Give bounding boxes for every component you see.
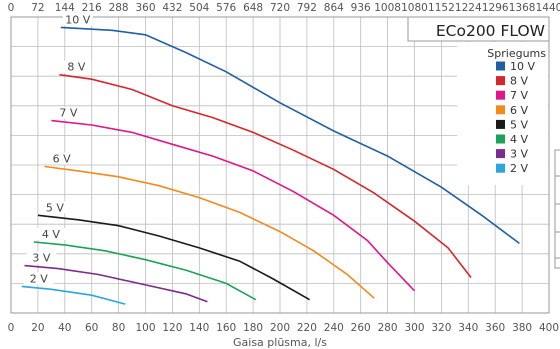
x-top-tick-label: 216 — [82, 2, 102, 14]
x-tick-label: 400 — [539, 322, 559, 334]
series-line-7v — [51, 119, 416, 292]
legend-swatch — [496, 149, 505, 159]
x-top-tick-label: 936 — [351, 2, 371, 14]
series-label: 8 V — [67, 61, 85, 74]
series-label: 10 V — [65, 13, 90, 26]
legend-entry-label: 2 V — [510, 162, 528, 175]
series-line-2v — [21, 285, 126, 305]
x-top-tick-label: 1440 — [536, 2, 560, 14]
legend-title: Spriegums — [487, 47, 546, 60]
legend-swatch — [496, 76, 505, 86]
x-top-tick-label: 1368 — [509, 2, 536, 14]
x-top-tick-label: 720 — [270, 2, 290, 14]
series-label-background — [53, 106, 84, 119]
series-label-background — [23, 272, 54, 285]
x-tick-label: 80 — [112, 322, 125, 334]
x-top-tick-label: 72 — [31, 2, 44, 14]
x-top-tick-label: 1296 — [482, 2, 509, 14]
x-tick-label: 120 — [162, 322, 182, 334]
x-top-tick-label: 1224 — [455, 2, 482, 14]
series-line-10v — [60, 26, 520, 245]
legend-swatch — [496, 61, 505, 71]
legend: Spriegums 10 V 8 V7 V 6 V5 V 4 V 3 V2 V — [457, 42, 548, 185]
series-line-3v — [24, 264, 208, 303]
series-line-4v — [33, 241, 257, 301]
x-tick-label: 220 — [297, 322, 317, 334]
x-tick-label: 300 — [404, 322, 424, 334]
legend-swatch — [496, 163, 505, 173]
x-top-tick-label: 1080 — [401, 2, 428, 14]
series-labels: 10 V 8 V 7 V 6 V 5 V 4 V 3 V 2 V — [23, 13, 93, 285]
x-top-tick-label: 1008 — [374, 2, 401, 14]
legend-entry-label: 10 V — [510, 60, 535, 73]
legend-entry-label: 3 V — [510, 148, 528, 161]
x-top-tick-label: 576 — [216, 2, 236, 14]
x-top-tick-label: 504 — [189, 2, 209, 14]
x-tick-label: 20 — [31, 322, 44, 334]
x-tick-label: 380 — [512, 322, 532, 334]
x-axis-label: Gaisa plūsma, l/s — [233, 336, 327, 349]
x-tick-label: 140 — [189, 322, 209, 334]
x-tick-label: 60 — [85, 322, 98, 334]
x-tick-label: 360 — [485, 322, 505, 334]
series-label-background — [46, 152, 77, 165]
series-label: 5 V — [46, 201, 64, 214]
legend-items: 10 V 8 V7 V 6 V5 V 4 V 3 V2 V — [496, 60, 535, 175]
series-label: 2 V — [30, 272, 48, 285]
legend-entry-label: 6 V — [510, 104, 528, 117]
plot-frame — [10, 16, 550, 314]
series-label-background — [61, 60, 92, 73]
legend-swatch — [496, 105, 505, 115]
x-tick-label: 200 — [270, 322, 290, 334]
x-top-tick-label: 288 — [109, 2, 129, 14]
x-top-tick-label: 648 — [243, 2, 263, 14]
legend-swatch — [496, 119, 505, 129]
x-tick-label: 320 — [431, 322, 451, 334]
x-top-tick-label: 792 — [297, 2, 317, 14]
series-label: 6 V — [53, 152, 71, 165]
x-top-tick-label: 1152 — [428, 2, 455, 14]
x-tick-label: 100 — [135, 322, 155, 334]
x-tick-label: 40 — [58, 322, 71, 334]
legend-swatch — [496, 90, 505, 100]
series-label-background — [39, 201, 70, 214]
x-top-tick-label: 432 — [162, 2, 182, 14]
legend-entry-label: 8 V — [510, 75, 528, 88]
x-tick-label: 240 — [324, 322, 344, 334]
side-table-border — [554, 149, 560, 269]
x-top-tick-label: 144 — [55, 2, 75, 14]
legend-entry-label: 7 V — [510, 89, 528, 102]
series-line-8v — [59, 73, 472, 278]
x-axis-bottom-ticks: 0 20 40 60 80 100 120 140 160 180 200 220 240 260 280 3… — [8, 322, 559, 334]
series-label-background — [62, 13, 93, 26]
series-label-background — [26, 251, 57, 264]
chart-title-box — [407, 16, 550, 42]
series-label: 7 V — [59, 107, 77, 120]
x-tick-label: 340 — [458, 322, 478, 334]
x-top-tick-label: 360 — [135, 2, 155, 14]
series-lines — [21, 26, 520, 305]
legend-entry-label: 4 V — [510, 133, 528, 146]
legend-swatch — [496, 134, 505, 144]
series-label: 4 V — [42, 228, 60, 241]
side-table-fragment — [554, 149, 560, 269]
x-tick-label: 260 — [351, 322, 371, 334]
x-top-tick-label: 864 — [324, 2, 344, 14]
series-label-background — [35, 227, 66, 240]
x-top-tick-label: 0 — [8, 2, 15, 14]
x-tick-label: 280 — [378, 322, 398, 334]
legend-entry-label: 5 V — [510, 118, 528, 131]
x-tick-label: 180 — [243, 322, 263, 334]
series-label: 3 V — [32, 252, 50, 265]
series-line-6v — [44, 165, 375, 299]
chart-title: ECo200 FLOW — [436, 22, 545, 40]
x-axis-top-ticks: 0 72 144 216 288 360 432 504 576 648 720 792 864 936 1… — [8, 2, 560, 14]
x-tick-label: 0 — [8, 322, 15, 334]
series-line-5v — [37, 214, 310, 301]
x-tick-label: 160 — [216, 322, 236, 334]
